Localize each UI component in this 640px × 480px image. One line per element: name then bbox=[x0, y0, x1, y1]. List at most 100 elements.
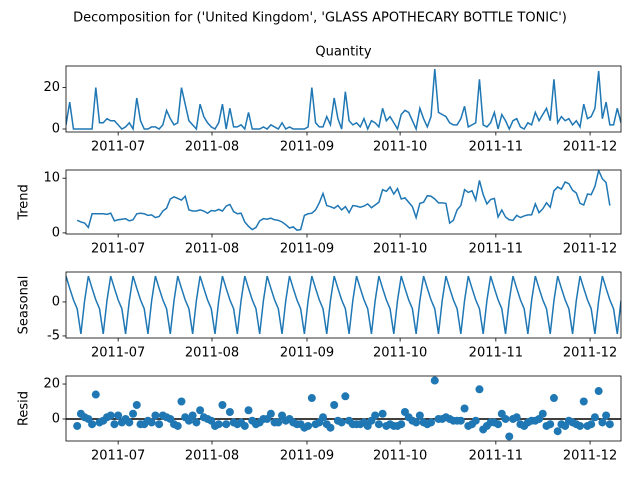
y-axis-label: Seasonal bbox=[17, 276, 32, 335]
resid-point bbox=[590, 413, 599, 422]
resid-point bbox=[579, 397, 588, 406]
resid-point bbox=[456, 416, 465, 425]
x-tick-label: 2011-12 bbox=[563, 140, 617, 155]
resid-point bbox=[397, 420, 406, 429]
resid-point bbox=[240, 421, 249, 430]
resid-point bbox=[73, 421, 82, 430]
x-tick-label: 2011-08 bbox=[185, 449, 239, 464]
resid-point bbox=[222, 420, 231, 429]
figure-title: Decomposition for ('United Kingdom', 'GL… bbox=[73, 11, 567, 26]
x-tick-label: 2011-09 bbox=[280, 140, 334, 155]
resid-point bbox=[505, 432, 514, 441]
resid-point bbox=[546, 420, 555, 429]
resid-point bbox=[598, 418, 607, 427]
resid-point bbox=[91, 390, 100, 399]
resid-point bbox=[266, 409, 275, 418]
y-tick-label: 20 bbox=[43, 80, 60, 95]
resid-point bbox=[576, 421, 585, 430]
x-tick-label: 2011-08 bbox=[185, 346, 239, 361]
resid-point bbox=[155, 420, 164, 429]
resid-point bbox=[471, 416, 480, 425]
resid-point bbox=[173, 421, 182, 430]
x-tick-label: 2011-10 bbox=[373, 140, 427, 155]
resid-point bbox=[475, 385, 484, 394]
subplot-title: Quantity bbox=[315, 45, 371, 60]
resid-point bbox=[147, 418, 156, 427]
resid-point bbox=[602, 411, 611, 420]
resid-point bbox=[412, 418, 421, 427]
resid-point bbox=[304, 421, 313, 430]
resid-point bbox=[307, 394, 316, 403]
resid-point bbox=[132, 401, 141, 410]
resid-point bbox=[326, 423, 335, 432]
x-tick-label: 2011-07 bbox=[91, 140, 145, 155]
resid-point bbox=[88, 420, 97, 429]
x-tick-label: 2011-11 bbox=[469, 242, 523, 257]
resid-point bbox=[337, 418, 346, 427]
x-tick-label: 2011-07 bbox=[91, 242, 145, 257]
resid-point bbox=[188, 411, 197, 420]
y-tick-label: 0 bbox=[52, 122, 60, 137]
y-axis-label: Resid bbox=[17, 391, 32, 426]
resid-point bbox=[512, 413, 521, 422]
resid-point bbox=[501, 414, 510, 423]
resid-point bbox=[605, 420, 614, 429]
y-tick-label: 0 bbox=[52, 411, 60, 426]
y-axis-label: Trend bbox=[17, 184, 32, 221]
series-line bbox=[66, 68, 621, 132]
x-tick-label: 2011-12 bbox=[563, 346, 617, 361]
resid-point bbox=[177, 397, 186, 406]
resid-point bbox=[106, 411, 115, 420]
axes-frame bbox=[65, 375, 622, 442]
y-tick-label: 0 bbox=[52, 294, 60, 309]
x-tick-label: 2011-10 bbox=[373, 346, 427, 361]
resid-point bbox=[341, 392, 350, 401]
resid-point bbox=[415, 411, 424, 420]
x-tick-label: 2011-08 bbox=[185, 140, 239, 155]
x-tick-label: 2011-11 bbox=[469, 140, 523, 155]
axes-frame bbox=[65, 65, 622, 133]
resid-point bbox=[129, 409, 138, 418]
x-tick-label: 2011-09 bbox=[280, 449, 334, 464]
x-tick-label: 2011-07 bbox=[91, 346, 145, 361]
series-line bbox=[66, 275, 621, 335]
resid-point bbox=[196, 406, 205, 415]
resid-point bbox=[460, 404, 469, 413]
resid-point bbox=[594, 387, 603, 396]
resid-point bbox=[378, 409, 387, 418]
y-tick-label: -5 bbox=[47, 328, 60, 343]
resid-point bbox=[319, 413, 328, 422]
resid-point bbox=[244, 406, 253, 415]
series-line bbox=[76, 170, 611, 231]
resid-point bbox=[587, 420, 596, 429]
resid-point bbox=[225, 407, 234, 416]
resid-point bbox=[192, 418, 201, 427]
resid-point bbox=[427, 418, 436, 427]
y-tick-label: 10 bbox=[43, 171, 60, 186]
resid-point bbox=[371, 411, 380, 420]
resid-point bbox=[494, 420, 503, 429]
x-tick-label: 2011-11 bbox=[469, 449, 523, 464]
x-tick-label: 2011-10 bbox=[373, 242, 427, 257]
axes-frame bbox=[65, 169, 622, 235]
resid-point bbox=[330, 401, 339, 410]
resid-point bbox=[549, 394, 558, 403]
x-tick-label: 2011-12 bbox=[563, 242, 617, 257]
y-tick-label: 20 bbox=[43, 377, 60, 392]
resid-point bbox=[274, 418, 283, 427]
resid-point bbox=[553, 427, 562, 436]
x-tick-label: 2011-10 bbox=[373, 449, 427, 464]
x-tick-label: 2011-09 bbox=[280, 242, 334, 257]
x-tick-label: 2011-09 bbox=[280, 346, 334, 361]
x-tick-label: 2011-12 bbox=[563, 449, 617, 464]
resid-point bbox=[110, 420, 119, 429]
resid-point bbox=[538, 409, 547, 418]
resid-point bbox=[125, 418, 134, 427]
x-tick-label: 2011-07 bbox=[91, 449, 145, 464]
x-tick-label: 2011-11 bbox=[469, 346, 523, 361]
resid-point bbox=[430, 376, 439, 385]
resid-point bbox=[374, 420, 383, 429]
resid-point bbox=[218, 401, 227, 410]
resid-point bbox=[151, 411, 160, 420]
